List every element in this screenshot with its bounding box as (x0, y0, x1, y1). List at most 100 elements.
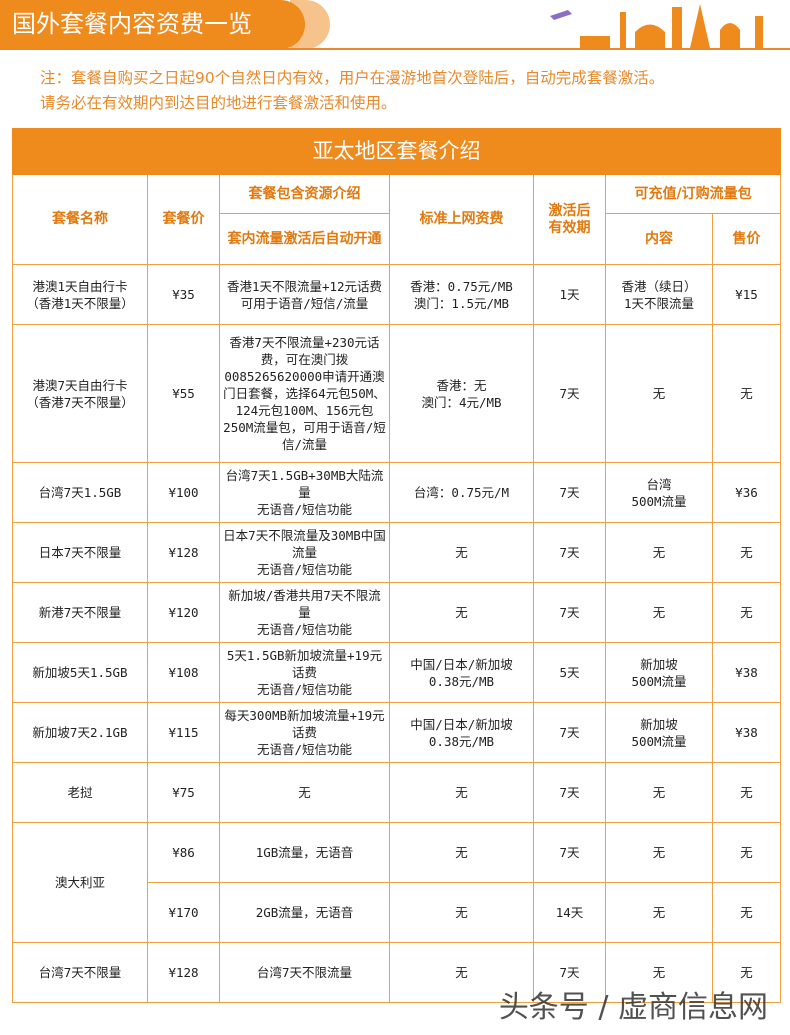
cell-rate: 中国/日本/新加坡 0.38元/MB (389, 702, 534, 763)
cell-name: 港澳1天自由行卡 （香港1天不限量） (12, 264, 148, 325)
cell-price: ¥115 (147, 702, 220, 763)
cell-resources: 2GB流量，无语音 (219, 882, 390, 943)
banner: 国外套餐内容资费一览 (0, 0, 790, 50)
cell-addon-price: 无 (711, 762, 782, 823)
table-row: 新港7天不限量 ¥120 新加坡/香港共用7天不限流量 无语音/短信功能无 7天无无 (12, 582, 782, 643)
table-row: 台湾7天不限量 ¥128 台湾7天不限流量无 7天无无 (12, 942, 782, 1003)
cell-resources: 无 (219, 762, 390, 823)
cell-resources: 新加坡/香港共用7天不限流量 无语音/短信功能 (219, 582, 390, 643)
cell-rate: 台湾：0.75元/M (389, 462, 534, 523)
cell-rate: 无 (389, 882, 534, 943)
table-row: 新加坡5天1.5GB ¥108 5天1.5GB新加坡流量+19元话费 无语音/短信功… (12, 642, 782, 703)
table-title: 亚太地区套餐介绍 (11, 128, 782, 175)
notice: 注：套餐自购买之日起90个自然日内有效，用户在漫游地首次登陆后，自动完成套餐激活… (40, 66, 664, 116)
cell-rate: 香港：无 澳门：4元/MB (389, 324, 534, 463)
cell-validity: 5天 (533, 642, 606, 703)
cell-resources: 香港1天不限流量+12元话费 可用于语音/短信/流量 (219, 264, 390, 325)
table-row: 新加坡7天2.1GB ¥115 每天300MB新加坡流量+19元话费 无语音/短信功… (12, 702, 782, 763)
cell-name: 台湾7天1.5GB (12, 462, 148, 523)
cell-validity: 7天 (533, 462, 606, 523)
cell-addon-price: ¥36 (711, 462, 782, 523)
cell-addon-price: 无 (711, 942, 782, 1003)
cell-price: ¥55 (147, 324, 220, 463)
cell-addon-content: 无 (605, 942, 713, 1003)
cell-validity: 7天 (533, 762, 606, 823)
cell-price: ¥100 (147, 462, 220, 523)
cell-resources: 台湾7天不限流量 (219, 942, 390, 1003)
cell-price: ¥86 (147, 822, 220, 883)
cell-rate: 中国/日本/新加坡 0.38元/MB (389, 642, 534, 703)
cell-rate: 无 (389, 942, 534, 1003)
cell-validity: 7天 (533, 702, 606, 763)
cell-addon-content: 无 (605, 762, 713, 823)
cell-addon-price: 无 (711, 882, 782, 943)
cell-rate: 无 (389, 582, 534, 643)
cell-name: 日本7天不限量 (12, 522, 148, 583)
cell-validity: 1天 (533, 264, 606, 325)
header-validity: 激活后有效期 (533, 174, 606, 265)
cell-price: ¥128 (147, 522, 220, 583)
header-price: 套餐价 (147, 174, 220, 265)
header-addon-price: 售价 (711, 213, 782, 265)
cell-addon-price: ¥38 (711, 642, 782, 703)
cell-name: 澳大利亚 (12, 822, 148, 943)
table-row: 澳大利亚 ¥86 1GB流量，无语音无 7天无无 (12, 822, 782, 943)
cell-addon-content: 新加坡 500M流量 (605, 642, 713, 703)
cell-price: ¥170 (147, 882, 220, 943)
cell-validity: 7天 (533, 942, 606, 1003)
city-skyline-icon (550, 4, 763, 48)
cell-addon-price: 无 (711, 582, 782, 643)
cell-resources: 1GB流量，无语音 (219, 822, 390, 883)
cell-resources: 每天300MB新加坡流量+19元话费 无语音/短信功能 (219, 702, 390, 763)
cell-addon-price: 无 (711, 822, 782, 883)
cell-addon-content: 无 (605, 882, 713, 943)
cell-validity: 7天 (533, 522, 606, 583)
cell-name: 港澳7天自由行卡 （香港7天不限量） (12, 324, 148, 463)
table-row: ¥170 2GB流量，无语音无 14天无无 (13, 882, 782, 943)
cell-name: 新加坡5天1.5GB (12, 642, 148, 703)
cell-addon-content: 无 (605, 522, 713, 583)
notice-line-2: 请务必在有效期内到达目的地进行套餐激活和使用。 (40, 94, 397, 112)
watermark: 头条号 / 虚商信息网 (498, 990, 768, 1025)
cell-addon-price: ¥15 (711, 264, 782, 325)
header-rate: 标准上网资费 (389, 174, 534, 265)
header-resources: 套餐包含资源介绍 (219, 174, 390, 214)
cell-addon-content: 无 (605, 324, 713, 463)
cell-price: ¥128 (147, 942, 220, 1003)
cell-addon-content: 台湾 500M流量 (605, 462, 713, 523)
table-row: 日本7天不限量 ¥128 日本7天不限流量及30MB中国流量 无语音/短信功能无 7天… (12, 522, 782, 583)
cell-name: 台湾7天不限量 (12, 942, 148, 1003)
cell-addon-content: 香港（续日） 1天不限流量 (605, 264, 713, 325)
cell-resources: 香港7天不限流量+230元话费，可在澳门拨0085265620000申请开通澳门… (219, 324, 390, 463)
cell-addon-price: 无 (711, 324, 782, 463)
cell-validity: 7天 (533, 822, 606, 883)
banner-title: 国外套餐内容资费一览 (0, 0, 305, 49)
cell-name: 老挝 (12, 762, 148, 823)
header-addon-content: 内容 (605, 213, 713, 265)
cell-rate: 香港：0.75元/MB 澳门：1.5元/MB (389, 264, 534, 325)
cell-price: ¥108 (147, 642, 220, 703)
cell-validity: 7天 (533, 324, 606, 463)
cell-resources: 日本7天不限流量及30MB中国流量 无语音/短信功能 (219, 522, 390, 583)
cell-rate: 无 (389, 822, 534, 883)
cell-price: ¥75 (147, 762, 220, 823)
plan-table: 亚太地区套餐介绍 套餐名称 套餐价 套餐包含资源介绍 标准上网资费 激活后有效期… (11, 128, 782, 1003)
cell-addon-content: 新加坡 500M流量 (605, 702, 713, 763)
header-name: 套餐名称 (12, 174, 148, 265)
header-resources-sub: 套内流量激活后自动开通 (219, 213, 390, 265)
cell-price: ¥120 (147, 582, 220, 643)
cell-addon-price: ¥38 (711, 702, 782, 763)
table-row: 台湾7天1.5GB ¥100 台湾7天1.5GB+30MB大陆流量 无语音/短信功能… (12, 462, 782, 523)
table-row: 港澳7天自由行卡 （香港7天不限量） ¥55 香港7天不限流量+230元话费，可在澳… (12, 324, 782, 463)
notice-line-1: 注：套餐自购买之日起90个自然日内有效，用户在漫游地首次登陆后，自动完成套餐激活… (40, 69, 665, 87)
cell-name: 新港7天不限量 (12, 582, 148, 643)
cell-resources: 台湾7天1.5GB+30MB大陆流量 无语音/短信功能 (219, 462, 390, 523)
cell-addon-content: 无 (605, 582, 713, 643)
cell-resources: 5天1.5GB新加坡流量+19元话费 无语音/短信功能 (219, 642, 390, 703)
cell-price: ¥35 (147, 264, 220, 325)
table-row: 港澳1天自由行卡 （香港1天不限量） ¥35 香港1天不限流量+12元话费 可用于语… (12, 264, 782, 325)
cell-name: 新加坡7天2.1GB (12, 702, 148, 763)
cell-addon-price: 无 (711, 522, 782, 583)
cell-validity: 7天 (533, 582, 606, 643)
table-row: 老挝 ¥75 无无 7天无无 (12, 762, 782, 823)
